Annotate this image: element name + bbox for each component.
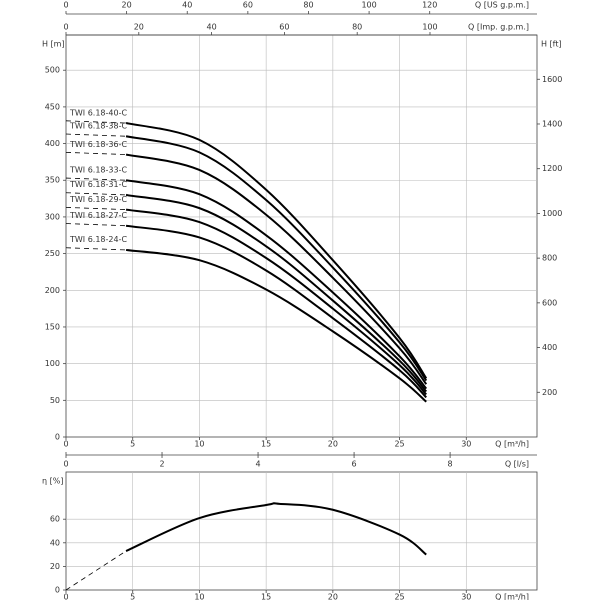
y-tick-label: 350	[45, 176, 60, 185]
curve	[125, 208, 428, 396]
x-tick-label: 0	[63, 593, 68, 600]
y2-tick-label: 200	[542, 388, 557, 397]
y2-tick-label: 1400	[542, 119, 562, 128]
y-tick-label: 100	[45, 359, 60, 368]
curve-extrapolated	[65, 151, 127, 155]
top-tick-label: 120	[422, 1, 437, 10]
y2-tick-label: 1200	[542, 164, 562, 173]
top-tick-label: 0	[63, 460, 68, 469]
y2-tick-label: 1600	[542, 75, 562, 84]
x-tick-label: 30	[461, 440, 471, 449]
plot-frame	[65, 471, 538, 591]
y-tick-label: 200	[45, 286, 60, 295]
top-axis-label: Q [US g.p.m.]	[475, 1, 529, 10]
y2-tick-label: 800	[542, 254, 557, 263]
x-tick-label: 0	[63, 440, 68, 449]
curve	[125, 224, 427, 399]
curve-label: TWI 6.18-40-C	[69, 108, 127, 117]
top-tick-label: 100	[422, 23, 437, 32]
y2-tick-label: 1000	[542, 209, 562, 218]
curve-label: TWI 6.18-31-C	[69, 180, 127, 189]
curve	[125, 193, 428, 393]
top-tick-label: 60	[243, 1, 253, 10]
y-tick-label: 0	[55, 433, 60, 442]
top-tick-label: 20	[122, 1, 132, 10]
curve	[125, 179, 428, 390]
curve-extrapolated	[65, 223, 127, 227]
y-tick-label: 250	[45, 249, 60, 258]
x-tick-label: 25	[394, 440, 404, 449]
top-tick-label: 4	[256, 460, 261, 469]
x-axis-label: Q [m³/h]	[495, 440, 529, 449]
x-axis-label: Q [m³/h]	[495, 593, 529, 600]
top-axis-label: Q [l/s]	[505, 460, 529, 469]
x-tick-label: 15	[261, 440, 271, 449]
curve	[125, 135, 428, 382]
curve-extrapolated	[65, 133, 127, 137]
top-tick-label: 40	[182, 1, 192, 10]
top-tick-label: 80	[303, 1, 313, 10]
top-tick-label: 40	[207, 23, 217, 32]
curve-extrapolated	[65, 120, 127, 124]
x-tick-label: 10	[194, 440, 204, 449]
curve-extrapolated	[65, 177, 127, 181]
top-tick-label: 20	[134, 23, 144, 32]
x-tick-label: 30	[461, 593, 471, 600]
curve-label: TWI 6.18-36-C	[69, 140, 127, 149]
top-axis-label: Q [Imp. g.p.m.]	[468, 23, 529, 32]
top-tick-label: 2	[159, 460, 164, 469]
curve	[125, 122, 428, 379]
top-tick-label: 100	[361, 1, 376, 10]
top-tick-label: 8	[448, 460, 453, 469]
y-axis-label: H [m]	[42, 40, 65, 49]
curve-label: TWI 6.18-29-C	[69, 195, 127, 204]
x-tick-label: 25	[394, 593, 404, 600]
x-tick-label: 5	[130, 440, 135, 449]
y-tick-label: 20	[50, 562, 60, 571]
y-tick-label: 50	[50, 396, 60, 405]
y-tick-label: 0	[55, 586, 60, 595]
y-tick-label: 500	[45, 66, 60, 75]
curve-extrapolated	[65, 550, 127, 591]
x-tick-label: 5	[130, 593, 135, 600]
curve-label: TWI 6.18-38-C	[69, 122, 127, 131]
y2-tick-label: 600	[542, 298, 557, 307]
y-tick-label: 60	[50, 515, 60, 524]
y2-axis-label: H [ft]	[541, 40, 562, 49]
curve-extrapolated	[65, 206, 127, 210]
top-tick-label: 0	[63, 1, 68, 10]
curve-label: TWI 6.18-24-C	[69, 235, 127, 244]
y-tick-label: 150	[45, 322, 60, 331]
curve	[125, 153, 428, 385]
curve	[125, 502, 427, 556]
y-tick-label: 450	[45, 102, 60, 111]
y-tick-label: 400	[45, 139, 60, 148]
x-tick-label: 15	[261, 593, 271, 600]
y-tick-label: 40	[50, 538, 60, 547]
x-tick-label: 20	[328, 593, 338, 600]
y-axis-label: η [%]	[42, 477, 63, 486]
curve-label: TWI 6.18-33-C	[69, 166, 127, 175]
y-tick-label: 300	[45, 212, 60, 221]
curve-extrapolated	[65, 192, 127, 196]
top-tick-label: 0	[63, 23, 68, 32]
y2-tick-label: 400	[542, 343, 557, 352]
x-tick-label: 20	[328, 440, 338, 449]
curve	[125, 248, 427, 403]
top-tick-label: 60	[279, 23, 289, 32]
x-tick-label: 10	[194, 593, 204, 600]
curve-label: TWI 6.18-27-C	[69, 211, 127, 220]
curve-extrapolated	[65, 247, 127, 251]
top-tick-label: 80	[352, 23, 362, 32]
top-tick-label: 6	[352, 460, 357, 469]
